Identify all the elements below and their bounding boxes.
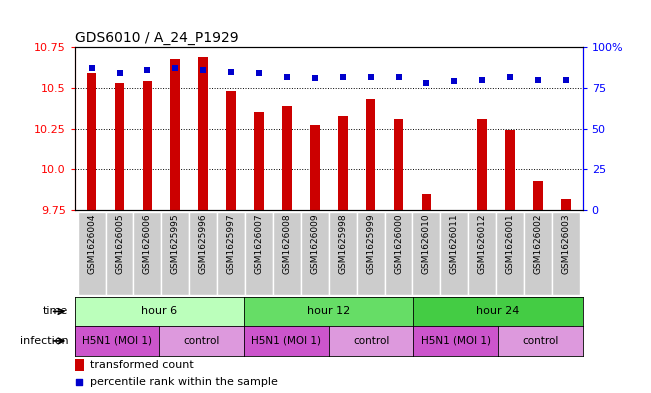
Point	[449, 78, 460, 84]
Text: GSM1626000: GSM1626000	[394, 214, 403, 274]
FancyBboxPatch shape	[524, 212, 552, 295]
Text: GSM1626006: GSM1626006	[143, 214, 152, 274]
Bar	[394, 119, 404, 210]
FancyBboxPatch shape	[189, 212, 217, 295]
Bar	[227, 91, 236, 210]
Bar	[561, 199, 571, 210]
Bar	[533, 181, 543, 210]
FancyBboxPatch shape	[413, 212, 440, 295]
FancyBboxPatch shape	[440, 212, 468, 295]
Text: control: control	[184, 336, 220, 346]
Bar	[282, 106, 292, 210]
Text: GSM1626004: GSM1626004	[87, 214, 96, 274]
Text: GSM1625995: GSM1625995	[171, 214, 180, 274]
Text: control: control	[353, 336, 389, 346]
Point	[533, 77, 543, 83]
Text: H5N1 (MOI 1): H5N1 (MOI 1)	[251, 336, 322, 346]
Text: GSM1626011: GSM1626011	[450, 214, 459, 274]
Point	[74, 378, 85, 385]
Bar	[75, 359, 84, 371]
Text: GSM1625999: GSM1625999	[366, 214, 375, 274]
FancyBboxPatch shape	[385, 212, 413, 295]
Text: GSM1626003: GSM1626003	[561, 214, 570, 274]
Point	[198, 67, 208, 73]
Text: percentile rank within the sample: percentile rank within the sample	[90, 377, 278, 387]
Bar	[366, 99, 376, 210]
Bar	[310, 125, 320, 210]
Text: infection: infection	[20, 336, 68, 346]
Bar	[505, 130, 515, 210]
Text: GSM1626001: GSM1626001	[506, 214, 514, 274]
Point	[505, 73, 516, 80]
Text: hour 6: hour 6	[141, 307, 178, 316]
FancyBboxPatch shape	[133, 212, 161, 295]
Bar	[87, 73, 96, 210]
FancyBboxPatch shape	[105, 212, 133, 295]
FancyBboxPatch shape	[468, 212, 496, 295]
FancyBboxPatch shape	[329, 212, 357, 295]
FancyBboxPatch shape	[552, 212, 580, 295]
Text: GDS6010 / A_24_P1929: GDS6010 / A_24_P1929	[75, 31, 238, 45]
FancyBboxPatch shape	[301, 212, 329, 295]
Bar	[143, 81, 152, 210]
Text: GSM1625996: GSM1625996	[199, 214, 208, 274]
Bar	[477, 119, 487, 210]
Bar	[254, 112, 264, 210]
Text: GSM1626009: GSM1626009	[311, 214, 319, 274]
FancyBboxPatch shape	[77, 212, 105, 295]
Point	[365, 73, 376, 80]
Text: H5N1 (MOI 1): H5N1 (MOI 1)	[421, 336, 491, 346]
FancyBboxPatch shape	[357, 212, 385, 295]
Point	[393, 73, 404, 80]
Text: GSM1626012: GSM1626012	[478, 214, 487, 274]
Text: time: time	[43, 307, 68, 316]
Point	[87, 65, 97, 72]
Point	[477, 77, 488, 83]
FancyBboxPatch shape	[245, 212, 273, 295]
Text: hour 12: hour 12	[307, 307, 350, 316]
Point	[310, 75, 320, 81]
Text: hour 24: hour 24	[477, 307, 519, 316]
Text: GSM1625998: GSM1625998	[339, 214, 347, 274]
Bar	[171, 59, 180, 210]
Text: transformed count: transformed count	[90, 360, 194, 370]
Text: control: control	[522, 336, 559, 346]
Bar	[199, 57, 208, 210]
Bar	[421, 194, 431, 210]
Point	[337, 73, 348, 80]
Text: GSM1625997: GSM1625997	[227, 214, 236, 274]
FancyBboxPatch shape	[496, 212, 524, 295]
Bar	[338, 116, 348, 210]
Text: GSM1626008: GSM1626008	[283, 214, 292, 274]
FancyBboxPatch shape	[273, 212, 301, 295]
Point	[421, 80, 432, 86]
Text: GSM1626010: GSM1626010	[422, 214, 431, 274]
Bar	[115, 83, 124, 210]
Text: GSM1626002: GSM1626002	[534, 214, 542, 274]
Point	[254, 70, 264, 76]
Point	[561, 77, 571, 83]
Text: GSM1626007: GSM1626007	[255, 214, 264, 274]
Point	[170, 65, 180, 72]
Point	[282, 73, 292, 80]
FancyBboxPatch shape	[161, 212, 189, 295]
FancyBboxPatch shape	[217, 212, 245, 295]
Point	[115, 70, 125, 76]
Text: H5N1 (MOI 1): H5N1 (MOI 1)	[82, 336, 152, 346]
Point	[226, 68, 236, 75]
Text: GSM1626005: GSM1626005	[115, 214, 124, 274]
Point	[142, 67, 152, 73]
